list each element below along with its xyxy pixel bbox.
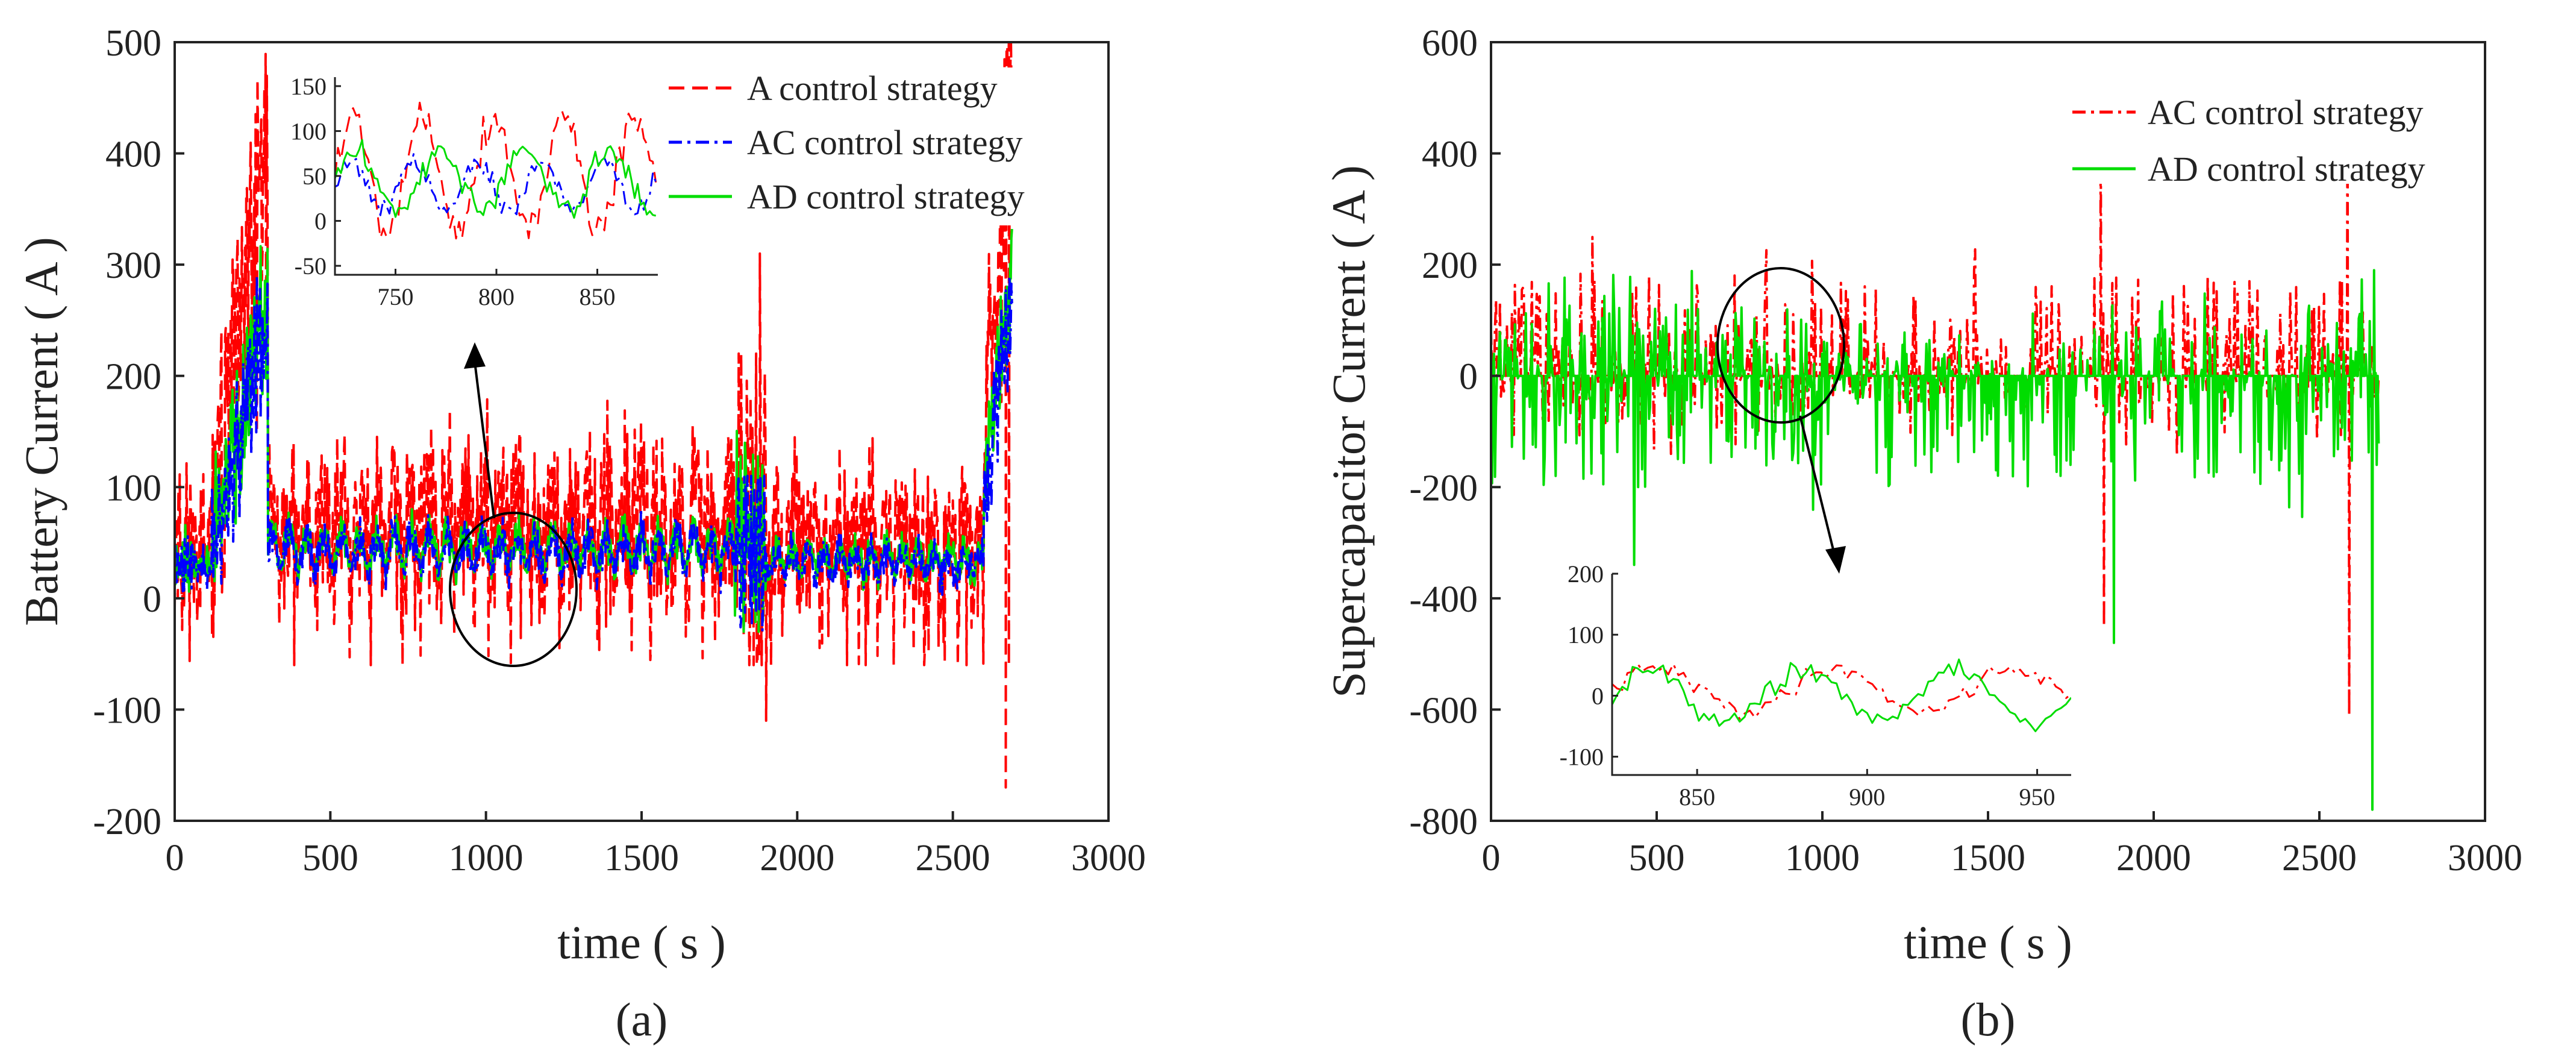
panel-a-inset: 750 800 850 -50 0 50 100 150 — [290, 73, 658, 310]
panel-b-ytick-label: -600 — [1409, 690, 1478, 731]
panel-a-series-ac-control — [175, 274, 1013, 633]
panel-b-zoom-arrowhead — [1825, 546, 1846, 574]
panel-b-ytick-label: -200 — [1409, 468, 1478, 509]
panel-b-xtick-label: 1500 — [1951, 838, 2025, 879]
panel-a-inset-series — [335, 101, 657, 240]
panel-a-xtick-label: 500 — [302, 838, 358, 879]
panel-a-series-lines — [175, 42, 1013, 789]
panel-a-ytick-label: -100 — [93, 690, 161, 731]
panel-a-xtick-label: 3000 — [1071, 838, 1146, 879]
panel-b-ticks: 0 500 1000 1500 2000 2500 3000-800-600-400-200… — [1409, 23, 2522, 879]
panel-a-inset-axes — [334, 77, 658, 276]
panel-a-zoom-arrowhead — [464, 342, 486, 369]
panel-a-y-label: Battery Current ( A ) — [15, 237, 67, 626]
panel-a-inset-series-ad-control — [335, 139, 657, 219]
panel-b-inset: 850 900 950 -100 0 100 200 — [1560, 560, 2072, 811]
panel-a-legend: A control strategy AC control strategy A… — [660, 67, 1081, 225]
panel-b-xtick-label: 2500 — [2282, 838, 2357, 879]
panel-a-inset-background — [335, 77, 658, 275]
panel-a-ytick-label: 0 — [143, 579, 161, 620]
panel-a-inset-xtick-label: 750 — [378, 283, 414, 310]
panel-b-inset-background — [1608, 574, 2072, 775]
panel-b-ytick-label: 200 — [1422, 245, 1478, 286]
panel-b-inset-ytick-label: 0 — [1592, 682, 1604, 709]
panel-b-ytick-label: -800 — [1409, 802, 1478, 842]
panel-b-series-ad-control — [1491, 269, 2380, 811]
panel-a-inset-ytick-label: 0 — [314, 208, 327, 235]
panel-a-legend-box — [660, 67, 1081, 225]
panel-a-ytick-label: 400 — [105, 134, 161, 175]
panel-a-inset-ticks: 750 800 850 -50 0 50 100 150 — [290, 73, 616, 310]
panel-a-inset-xtick-label: 850 — [580, 283, 616, 310]
panel-a-zoom-arrow — [474, 361, 495, 519]
panel-b-inset-ytick-label: 200 — [1568, 560, 1604, 588]
panel-a-inset-series-a-control — [335, 101, 657, 240]
legend-b-label-ac-control: AC control strategy — [2148, 93, 2423, 132]
panel-b-x-label: time ( s ) — [1904, 916, 2072, 968]
panel-a-series-a-control — [175, 42, 1013, 789]
panel-b-ytick-label: -400 — [1409, 579, 1478, 620]
panel-b-inset-series-ad-control — [1612, 658, 2071, 732]
panel-b-inset-series-ac-control — [1612, 663, 2071, 720]
panel-a-inset-ytick-label: 50 — [302, 163, 327, 190]
panel-b-label: (b) — [1961, 993, 2016, 1046]
panel-a-xtick-label: 2500 — [916, 838, 990, 879]
panel-a-label: (a) — [616, 993, 668, 1046]
panel-a-xtick-label: 2000 — [760, 838, 834, 879]
panel-a-ytick-label: -200 — [93, 802, 161, 842]
legend-a-label-ac-control: AC control strategy — [747, 123, 1022, 162]
panel-b-zoom-arrow — [1799, 415, 1836, 555]
panel-b-legend: AC control strategy AD control strategy — [2072, 81, 2482, 189]
panel-a-xtick-label: 0 — [166, 838, 184, 879]
panel-a-inset-ytick-label: 150 — [290, 73, 327, 100]
panel-b-ytick-label: 0 — [1459, 357, 1478, 398]
legend-b-label-ad-control: AD control strategy — [2148, 149, 2425, 189]
panel-b-legend-box — [2072, 81, 2482, 184]
panel-a-ytick-label: 500 — [105, 23, 161, 64]
panel-b-inset-xtick-label: 950 — [2019, 783, 2055, 811]
panel-a-xtick-label: 1500 — [604, 838, 679, 879]
panel-b: 0 500 1000 1500 2000 2500 3000-800-600-400-200… — [1322, 23, 2522, 1046]
panel-b-inset-ytick-label: 100 — [1568, 621, 1604, 648]
panel-a-inset-xtick-label: 800 — [478, 283, 514, 310]
panel-a-ytick-label: 100 — [105, 468, 161, 509]
panel-a-ticks: 0 500 1000 1500 2000 2500 3000-200-10001002003… — [93, 23, 1146, 879]
panel-b-ytick-label: 600 — [1422, 23, 1478, 64]
panel-a: 0 500 1000 1500 2000 2500 3000-200-10001002003… — [15, 23, 1146, 1046]
panel-a-x-label: time ( s ) — [557, 916, 725, 968]
panel-b-zoom-ellipse — [1716, 267, 1845, 424]
panel-a-ytick-label: 300 — [105, 245, 161, 286]
legend-a-label-a-control: A control strategy — [747, 69, 998, 108]
panel-b-inset-xtick-label: 900 — [1849, 783, 1885, 811]
panel-b-inset-axes — [1611, 574, 2071, 776]
panel-a-zoom-ellipse — [449, 512, 578, 667]
panel-b-ytick-label: 400 — [1422, 134, 1478, 175]
panel-b-xtick-label: 2000 — [2116, 838, 2191, 879]
panel-a-inset-series-ac-control — [335, 153, 657, 216]
panel-a-inset-ytick-label: 100 — [290, 118, 327, 145]
panel-a-ytick-label: 200 — [105, 357, 161, 398]
legend-a-label-ad-control: AD control strategy — [747, 177, 1025, 216]
panel-a-inset-ytick-label: -50 — [295, 253, 327, 280]
panel-b-inset-series — [1612, 658, 2071, 732]
panel-b-inset-ytick-label: -100 — [1560, 744, 1604, 771]
panel-b-xtick-label: 1000 — [1785, 838, 1860, 879]
panel-a-xtick-label: 1000 — [449, 838, 524, 879]
panel-b-y-label: Supercapacitor Current ( A ) — [1322, 165, 1375, 698]
panel-b-inset-xtick-label: 850 — [1679, 783, 1715, 811]
panel-b-series-lines — [1491, 85, 2380, 811]
panel-b-inset-ticks: 850 900 950 -100 0 100 200 — [1560, 560, 2055, 811]
panel-b-xtick-label: 500 — [1629, 838, 1685, 879]
panel-b-xtick-label: 0 — [1482, 838, 1501, 879]
panel-b-xtick-label: 3000 — [2448, 838, 2522, 879]
